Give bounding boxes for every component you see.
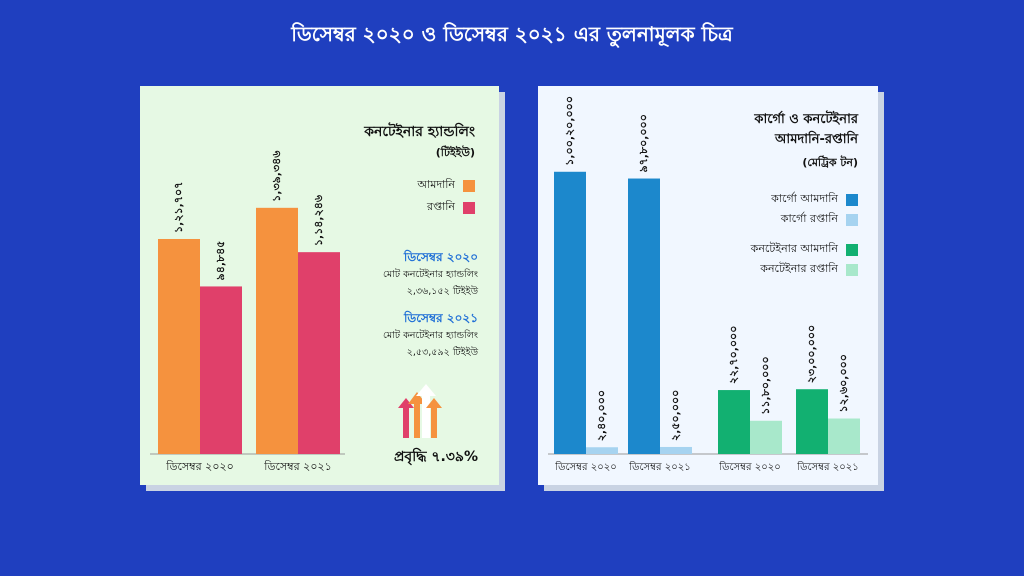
legend-import-swatch <box>463 179 475 192</box>
bar-value-label: ২,৫০,০০০ <box>669 390 682 441</box>
page-title: ডিসেম্বর ২০২০ ও ডিসেম্বর ২০২১ এর তুলনামূ… <box>291 22 733 46</box>
legend-import: আমদানি <box>355 176 475 195</box>
x-tick-label: ডিসেম্বর ২০২১ <box>796 461 858 473</box>
bar-group2-1 <box>750 420 782 454</box>
bar-import-0 <box>158 238 200 454</box>
bar-group0-1 <box>586 447 618 454</box>
right-chart-title-line1: কার্গো ও কনটেইনার <box>754 112 858 127</box>
x-tick-label: ডিসেম্বর ২০২০ <box>554 461 616 473</box>
bar-value-label: ১,২১,৭০৭ <box>172 182 185 233</box>
bar-group1-0 <box>628 178 660 454</box>
growth-arrows-icon <box>398 384 442 438</box>
legend-export-swatch <box>463 201 475 214</box>
info-2021-line1: মোট কনটেইনার হ্যান্ডলিং <box>383 330 478 341</box>
bar-group1-1 <box>660 446 692 454</box>
info-2021-heading: ডিসেম্বর ২০২১ <box>403 311 478 325</box>
bar-value-label: ৯৪,৮৪৫ <box>214 241 227 281</box>
legend-container-export-label: কনটেইনার রপ্তানি <box>760 262 838 275</box>
bar-value-label: ২৩,০০,০০০ <box>805 325 818 383</box>
x-tick-label: ডিসেম্বর ২০২১ <box>263 460 332 473</box>
legend-container-import-swatch <box>846 243 858 256</box>
info-2021-line2: ২,৫৩,৫৯২ টিইইউ <box>406 347 478 358</box>
bar-export-1 <box>298 252 340 454</box>
bar-group2-0 <box>718 390 750 454</box>
info-2020-heading: ডিসেম্বর ২০২০ <box>403 250 478 264</box>
bar-value-label: ১২,৬০,০০০ <box>837 354 850 412</box>
bar-import-1 <box>256 207 298 454</box>
legend-cargo-import: কার্গো আমদানি <box>718 190 858 209</box>
bar-group3-0 <box>796 389 828 454</box>
bar-value-label: ২,৪০,০০০ <box>595 390 608 441</box>
bar-value-label: ১,০০,২০,০০০ <box>563 96 576 166</box>
legend-container-import: কনটেইনার আমদানি <box>698 240 858 259</box>
legend-container-export: কনটেইনার রপ্তানি <box>698 260 858 279</box>
left-chart-title: কনটেইনার হ্যান্ডলিং <box>364 124 475 140</box>
right-chart-unit: (মেট্রিক টন) <box>802 156 858 169</box>
bar-value-label: ২২,৭০,০০০ <box>727 326 740 384</box>
legend-cargo-export-swatch <box>846 213 858 226</box>
legend-import-label: আমদানি <box>417 178 455 191</box>
x-tick-label: ডিসেম্বর ২০২০ <box>718 461 780 473</box>
legend-cargo-export-label: কার্গো রপ্তানি <box>780 212 838 225</box>
container-handling-chart: ১,২১,৭০৭ ৯৪,৮৪৫ ডিসেম্বর ২০২০ ১,৩৯,৩৪৬ ১,১৪,… <box>150 150 345 473</box>
info-2020-line1: মোট কনটেইনার হ্যান্ডলিং <box>383 269 478 280</box>
legend-cargo-export: কার্গো রপ্তানি <box>718 210 858 229</box>
legend-container-import-label: কনটেইনার আমদানি <box>750 242 838 255</box>
bar-export-0 <box>200 286 242 454</box>
bar-group3-1 <box>828 418 860 454</box>
container-handling-panel: ১,২১,৭০৭ ৯৪,৮৪৫ ডিসেম্বর ২০২০ ১,৩৯,৩৪৬ ১,১৪,… <box>140 86 499 485</box>
right-chart-title-line2: আমদানি-রপ্তানি <box>775 132 858 147</box>
bar-value-label: ৯৭,৮০,০০০ <box>637 114 650 172</box>
legend-export: রপ্তানি <box>355 198 475 217</box>
cargo-container-panel: ১,০০,২০,০০০ ২,৪০,০০০ ডিসেম্বর ২০২০ ৯৭,৮০,০০… <box>538 86 878 485</box>
left-chart-unit: (টিইইউ) <box>435 146 475 159</box>
x-tick-label: ডিসেম্বর ২০২০ <box>165 460 234 473</box>
legend-cargo-import-swatch <box>846 193 858 206</box>
info-2020-line2: ২,৩৬,১৫২ টিইইউ <box>406 286 478 297</box>
legend-export-label: রপ্তানি <box>427 200 455 213</box>
growth-label: প্রবৃদ্ধি ৭.৩৯% <box>393 449 478 465</box>
bar-value-label: ১১,৮০,০০০ <box>759 356 772 414</box>
x-tick-label: ডিসেম্বর ২০২১ <box>628 461 690 473</box>
bar-value-label: ১,৩৯,৩৪৬ <box>270 150 283 202</box>
legend-cargo-import-label: কার্গো আমদানি <box>771 192 838 205</box>
bar-value-label: ১,১৪,২৪৬ <box>312 194 325 246</box>
bar-group0-0 <box>554 171 586 454</box>
legend-container-export-swatch <box>846 263 858 276</box>
cargo-container-chart: ১,০০,২০,০০০ ২,৪০,০০০ ডিসেম্বর ২০২০ ৯৭,৮০,০০… <box>548 96 868 473</box>
